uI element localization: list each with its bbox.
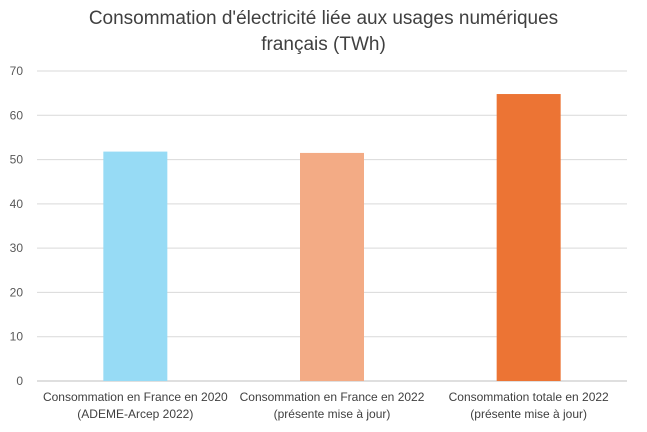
bar-1: [103, 151, 168, 381]
y-tick-label: 10: [10, 330, 24, 344]
x-category-label: (présente mise à jour): [470, 407, 587, 421]
y-tick-label: 50: [10, 153, 24, 167]
y-tick-label: 60: [10, 108, 24, 122]
x-category-label: Consommation en France en 2020: [43, 390, 228, 404]
x-category-label: Consommation en France en 2022: [240, 390, 425, 404]
chart-title-line-2: français (TWh): [261, 34, 386, 55]
x-category-label: (ADEME-Arcep 2022): [77, 407, 193, 421]
y-tick-label: 20: [10, 285, 24, 299]
y-tick-label: 30: [10, 241, 24, 255]
y-tick-label: 40: [10, 197, 24, 211]
bar-2: [300, 152, 364, 381]
y-tick-label: 0: [16, 374, 23, 388]
y-tick-label: 70: [10, 64, 24, 78]
x-category-label: (présente mise à jour): [274, 407, 391, 421]
chart-title-line-1: Consommation d'électricité liée aux usag…: [88, 8, 559, 29]
bar-3: [496, 94, 561, 382]
x-category-label: Consommation totale en 2022: [449, 390, 609, 404]
